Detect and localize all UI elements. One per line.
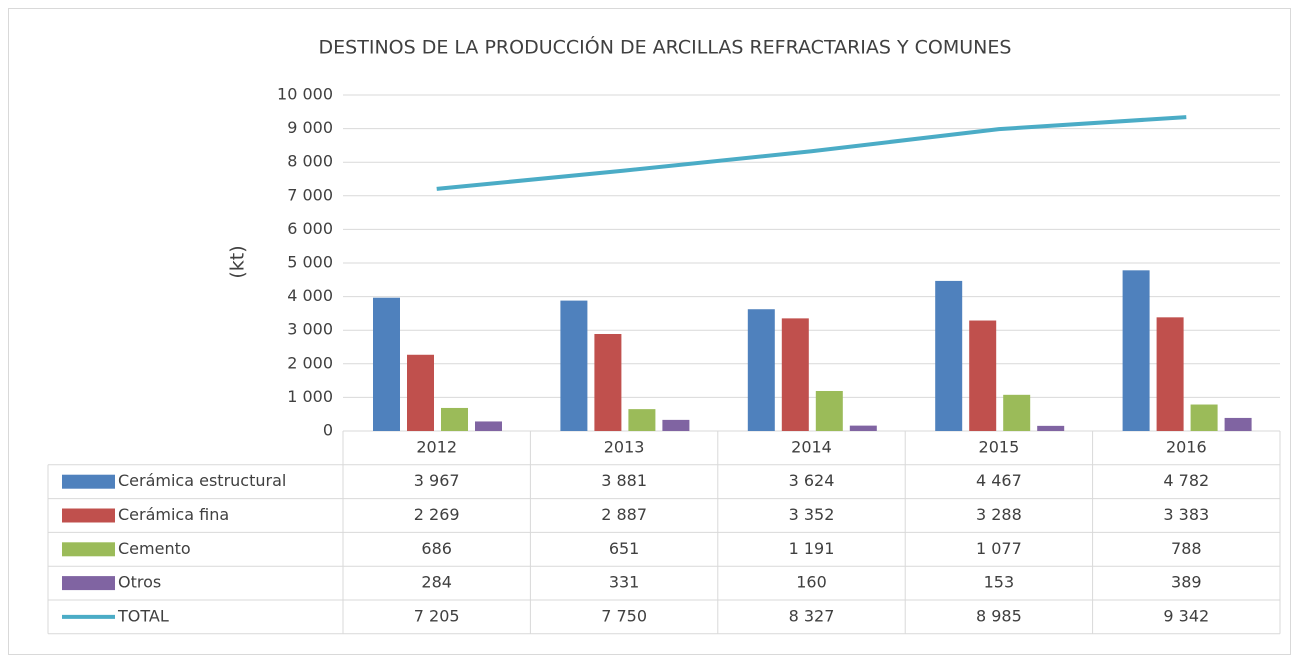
- table-value: 4 782: [1163, 471, 1209, 490]
- bar: [407, 354, 434, 431]
- x-tick-label: 2015: [979, 437, 1020, 456]
- bar: [935, 280, 963, 431]
- table-value: 153: [984, 573, 1015, 592]
- x-tick-label: 2013: [604, 437, 645, 456]
- bar: [1037, 425, 1065, 431]
- table-value: 3 352: [789, 505, 835, 524]
- y-tick-label: 3 000: [287, 320, 333, 339]
- bar: [662, 419, 690, 431]
- bar: [475, 421, 502, 431]
- table-value: 3 288: [976, 505, 1022, 524]
- legend-key: [62, 508, 115, 523]
- bar: [747, 309, 775, 431]
- bar: [781, 318, 809, 431]
- y-tick-label: 2 000: [287, 353, 333, 372]
- bar: [1122, 270, 1150, 431]
- line: [436, 115, 1187, 191]
- table-value: 284: [421, 573, 452, 592]
- legend-label: Otros: [118, 573, 161, 592]
- bar: [1003, 394, 1031, 431]
- table-value: 3 881: [601, 471, 647, 490]
- bar: [1190, 404, 1218, 431]
- table-value: 1 077: [976, 539, 1022, 558]
- y-tick-label: 6 000: [287, 219, 333, 238]
- y-tick-label: 0: [323, 421, 333, 440]
- table-value: 3 967: [414, 471, 460, 490]
- table-value: 160: [796, 573, 827, 592]
- chart-border: [8, 8, 1291, 655]
- legend-label: Cemento: [118, 539, 191, 558]
- y-tick-label: 7 000: [287, 185, 333, 204]
- table-value: 7 205: [414, 606, 460, 625]
- table-value: 2 269: [414, 505, 460, 524]
- table-value: 4 467: [976, 471, 1022, 490]
- table-value: 686: [421, 539, 452, 558]
- table-value: 2 887: [601, 505, 647, 524]
- table-value: 8 327: [789, 606, 835, 625]
- table-value: 3 383: [1163, 505, 1209, 524]
- legend-key: [62, 542, 115, 557]
- bar: [1224, 417, 1252, 431]
- table-value: 389: [1171, 573, 1202, 592]
- y-tick-label: 5 000: [287, 253, 333, 272]
- table-value: 651: [609, 539, 640, 558]
- legend-label: Cerámica fina: [118, 505, 229, 524]
- legend-label: TOTAL: [117, 606, 169, 625]
- table-value: 9 342: [1163, 606, 1209, 625]
- bar: [373, 297, 400, 431]
- legend-key: [62, 576, 115, 591]
- x-tick-label: 2012: [416, 437, 457, 456]
- table-value: 788: [1171, 539, 1202, 558]
- bar: [1156, 317, 1184, 431]
- table-value: 3 624: [789, 471, 835, 490]
- bar: [560, 300, 588, 431]
- x-tick-label: 2016: [1166, 437, 1207, 456]
- table-value: 8 985: [976, 606, 1022, 625]
- legend-label: Cerámica estructural: [118, 471, 286, 490]
- y-tick-label: 4 000: [287, 286, 333, 305]
- bar: [594, 333, 622, 431]
- y-tick-label: 9 000: [287, 118, 333, 137]
- chart-title: DESTINOS DE LA PRODUCCIÓN DE ARCILLAS RE…: [319, 35, 1012, 59]
- y-tick-label: 1 000: [287, 387, 333, 406]
- y-axis-label: (kt): [227, 245, 249, 278]
- table-value: 1 191: [789, 539, 835, 558]
- bar: [628, 409, 656, 431]
- bar: [969, 320, 997, 431]
- y-tick-label: 8 000: [287, 152, 333, 171]
- table-value: 331: [609, 573, 640, 592]
- y-tick-label: 10 000: [277, 85, 333, 104]
- table-value: 7 750: [601, 606, 647, 625]
- legend-key: [62, 474, 115, 489]
- bar: [849, 425, 877, 431]
- x-tick-label: 2014: [791, 437, 832, 456]
- bar: [815, 390, 843, 431]
- bar: [441, 407, 468, 431]
